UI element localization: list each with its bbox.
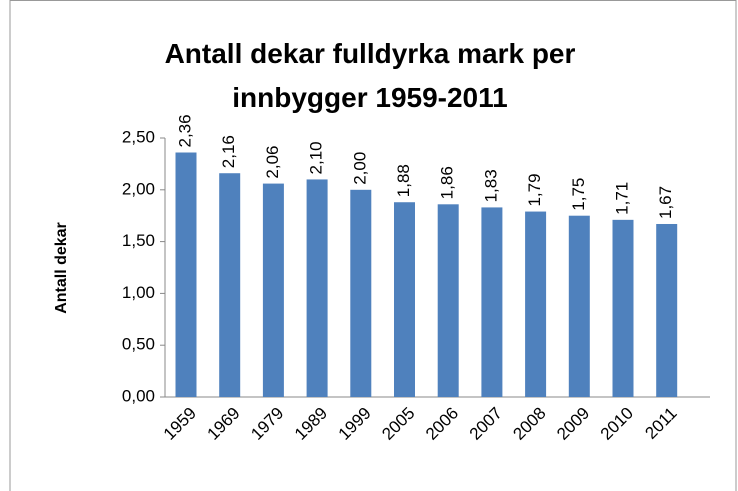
y-tick-label: 0,00 — [122, 386, 155, 405]
value-label: 1,83 — [481, 169, 500, 202]
value-label: 1,75 — [569, 178, 588, 211]
bar — [656, 223, 678, 397]
value-label: 2,06 — [263, 145, 282, 178]
value-label: 1,71 — [612, 182, 631, 215]
x-tick-label: 2006 — [422, 404, 462, 444]
value-label: 1,86 — [438, 166, 457, 199]
x-tick-label: 2008 — [509, 404, 549, 444]
bar — [350, 189, 372, 397]
x-tick-label: 2009 — [553, 404, 593, 444]
bar — [481, 207, 503, 397]
value-label: 1,88 — [394, 164, 413, 197]
x-tick-label: 1959 — [160, 404, 200, 444]
chart-title: Antall dekar fulldyrka mark per innbygge… — [164, 38, 576, 113]
y-tick-label: 2,00 — [122, 179, 155, 198]
x-tick-label: 1989 — [291, 404, 331, 444]
x-tick-label: 1979 — [247, 404, 287, 444]
y-tick-label: 1,00 — [122, 283, 155, 302]
value-label: 2,36 — [175, 114, 194, 147]
bar — [219, 173, 241, 397]
bar — [306, 179, 328, 397]
x-tick-label: 2010 — [597, 404, 637, 444]
y-tick-label: 2,50 — [122, 127, 155, 146]
value-label: 2,10 — [307, 141, 326, 174]
bar — [568, 215, 590, 397]
value-label: 1,79 — [525, 173, 544, 206]
bar — [612, 219, 634, 397]
value-label: 1,67 — [656, 186, 675, 219]
x-tick-label: 1999 — [335, 404, 375, 444]
bar — [394, 202, 415, 397]
y-axis-label: Antall dekar — [53, 222, 70, 314]
x-tick-label: 2005 — [378, 404, 418, 444]
value-label: 2,00 — [350, 152, 369, 185]
bar — [525, 211, 547, 397]
x-tick-label: 1969 — [204, 404, 244, 444]
x-tick-label: 2011 — [641, 404, 680, 443]
bar — [175, 152, 197, 397]
bar — [262, 183, 284, 397]
bar — [437, 204, 459, 397]
frame — [9, 0, 737, 491]
y-tick-label: 0,50 — [122, 335, 155, 354]
value-label: 2,16 — [219, 135, 238, 168]
x-tick-label: 2007 — [466, 404, 506, 444]
y-tick-label: 1,50 — [122, 231, 155, 250]
